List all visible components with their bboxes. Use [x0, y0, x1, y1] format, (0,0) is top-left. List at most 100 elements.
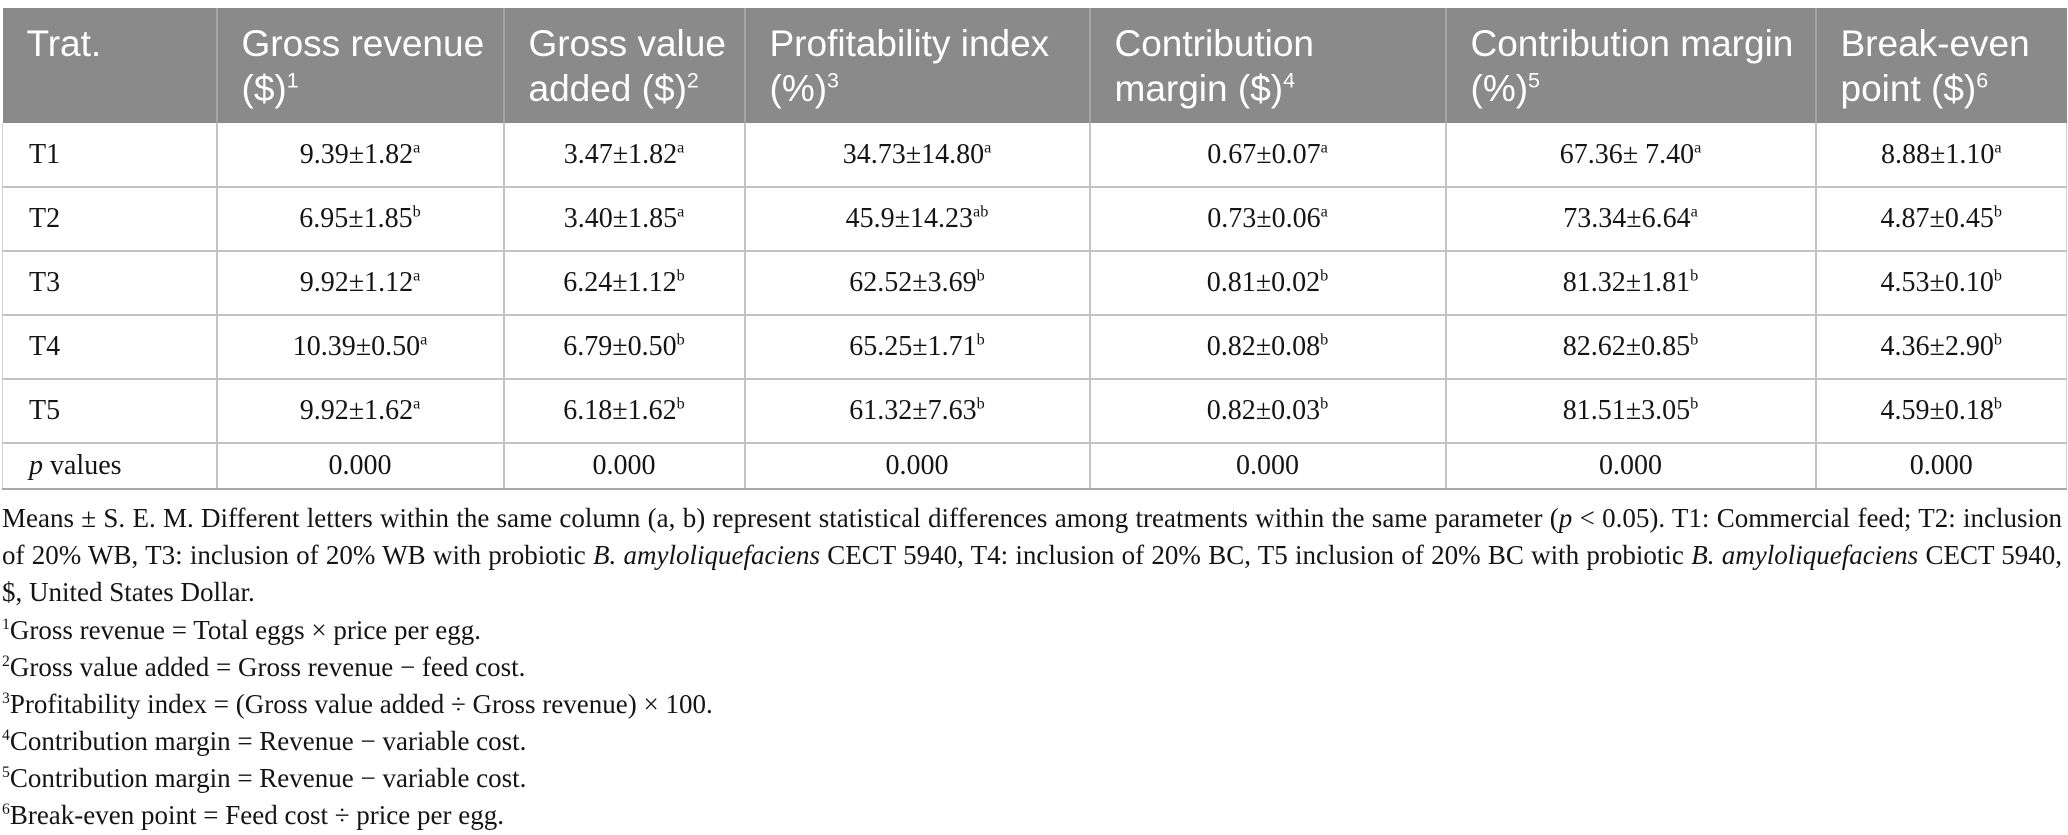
table-row-p-values: p values 0.000 0.000 0.000 0.000 0.000 0.000 — [2, 442, 2067, 490]
footnote-number: 6 — [2, 801, 10, 818]
note-italic-segment: B. amyloliquefaciens — [1691, 540, 1919, 570]
column-header-superscript: 4 — [1283, 68, 1296, 93]
cell-superscript: b — [976, 330, 985, 349]
cell-value: 3.40±1.85 — [563, 203, 678, 234]
table-cell: 45.9±14.23ab — [743, 186, 1091, 252]
cell-value: 4.36±2.90 — [1880, 331, 1994, 362]
cell-value: 6.18±1.62 — [563, 395, 677, 426]
column-header-label: Profitability index (%) — [769, 23, 1050, 109]
cell-value: 62.52±3.69 — [849, 267, 977, 298]
footnote-text: Gross revenue = Total eggs × price per e… — [9, 615, 481, 645]
table-cell: 9.39±1.82a — [215, 123, 505, 188]
cell-value: 73.34±6.64 — [1563, 203, 1691, 234]
cell-superscript: ab — [973, 202, 989, 221]
cell-value: 4.87±0.45 — [1880, 203, 1994, 234]
p-value-cell: 0.000 — [743, 442, 1091, 490]
cell-value: 4.59±0.18 — [1880, 395, 1994, 426]
p-values-label: p values — [2, 442, 218, 490]
table-cell: 65.25±1.71b — [743, 314, 1091, 380]
cell-superscript: a — [1994, 138, 2002, 157]
cell-value: 0.81±0.02 — [1206, 267, 1321, 298]
table-row-t2: T2 6.95±1.85b 3.40±1.85a 45.9±14.23ab 0.73±0… — [2, 186, 2067, 252]
cell-value: 67.36± 7.40 — [1559, 138, 1695, 170]
treatment-label: T1 — [2, 123, 218, 188]
table-cell: 62.52±3.69b — [743, 250, 1091, 316]
footnote-number: 4 — [2, 727, 10, 744]
cell-superscript: b — [676, 394, 685, 413]
economics-table: Trat. Gross revenue ($)1 Gross value added… — [2, 8, 2067, 490]
cell-superscript: b — [1320, 266, 1329, 285]
footnote-number: 5 — [2, 764, 10, 781]
cell-value: 0.73±0.06 — [1207, 203, 1321, 234]
column-header-5: Contribution margin (%)5 — [1444, 8, 1816, 123]
table-cell: 0.67±0.07a — [1088, 123, 1447, 188]
cell-superscript: b — [1993, 330, 2002, 349]
column-header-label: Trat. — [26, 23, 102, 64]
table-cell: 10.39±0.50a — [215, 314, 505, 380]
footnote-2: 2Gross value added = Gross revenue − fee… — [2, 649, 2062, 686]
column-header-3: Profitability index (%)3 — [743, 8, 1090, 123]
table-cell: 6.95±1.85b — [215, 186, 505, 252]
footnote-number: 3 — [2, 690, 10, 707]
footnote-list: 1Gross revenue = Total eggs × price per … — [2, 612, 2062, 834]
column-header-label: Contribution margin (%) — [1470, 23, 1794, 109]
table-cell: 0.73±0.06a — [1088, 186, 1447, 252]
footnote-1: 1Gross revenue = Total eggs × price per … — [2, 612, 2062, 649]
table-cell: 4.53±0.10b — [1814, 250, 2067, 316]
table-cell: 73.34±6.64a — [1444, 186, 1817, 252]
cell-superscript: b — [1993, 394, 2002, 413]
cell-value: 8.88±1.10 — [1880, 138, 1995, 170]
table-cell: 0.81±0.02b — [1088, 250, 1447, 316]
table-cell: 67.36± 7.40a — [1444, 123, 1817, 188]
table-cell: 4.59±0.18b — [1814, 378, 2067, 444]
cell-value: 81.32±1.81 — [1562, 267, 1691, 298]
note-segment: Means ± S. E. M. Different letters withi… — [2, 503, 1559, 533]
cell-value: 4.53±0.10 — [1880, 267, 1994, 298]
table-row-t3: T3 9.92±1.12a 6.24±1.12b 62.52±3.69b 0.81±0.… — [2, 250, 2067, 316]
column-header-superscript: 6 — [1976, 68, 1989, 93]
cell-superscript: a — [413, 138, 421, 157]
table-cell: 9.92±1.62a — [215, 378, 505, 444]
table-row-t4: T4 10.39±0.50a 6.79±0.50b 65.25±1.71b 0.82±0… — [2, 314, 2067, 380]
table-cell: 6.24±1.12b — [502, 250, 746, 316]
note-italic-segment: p — [1558, 503, 1573, 533]
p-value-cell: 0.000 — [1814, 442, 2067, 490]
table-cell: 0.82±0.03b — [1088, 378, 1447, 444]
cell-superscript: b — [1320, 330, 1329, 349]
cell-superscript: b — [1993, 202, 2002, 221]
cell-superscript: a — [677, 138, 685, 157]
cell-superscript: b — [976, 266, 985, 285]
table-row-t1: T1 9.39±1.82a 3.47±1.82a 34.73±14.80a 0.67±0… — [2, 123, 2067, 188]
column-header-2: Gross value added ($)2 — [502, 8, 745, 123]
cell-superscript: a — [1690, 202, 1698, 221]
cell-superscript: a — [413, 266, 421, 285]
cell-value: 65.25±1.71 — [849, 331, 977, 362]
table-cell: 82.62±0.85b — [1444, 314, 1817, 380]
table-cell: 6.18±1.62b — [502, 378, 746, 444]
p-value-cell: 0.000 — [1444, 442, 1817, 490]
footnote-text: Contribution margin = Revenue − variable… — [9, 763, 527, 793]
cell-superscript: a — [1320, 138, 1328, 157]
cell-value: 9.92±1.62 — [299, 395, 414, 426]
table-cell: 61.32±7.63b — [743, 378, 1091, 444]
cell-superscript: b — [1690, 394, 1699, 413]
cell-superscript: b — [1690, 330, 1699, 349]
cell-superscript: a — [420, 330, 428, 349]
cell-value: 61.32±7.63 — [849, 395, 977, 426]
cell-superscript: a — [1320, 202, 1328, 221]
cell-superscript: b — [1690, 266, 1699, 285]
table-cell: 3.40±1.85a — [502, 186, 746, 252]
table-cell: 4.87±0.45b — [1814, 186, 2067, 252]
table-cell: 0.82±0.08b — [1088, 314, 1447, 380]
table-header: Trat. Gross revenue ($)1 Gross value added… — [2, 8, 2067, 123]
table-cell: 3.47±1.82a — [502, 123, 746, 188]
column-header-superscript: 1 — [286, 68, 299, 93]
table-header-row: Trat. Gross revenue ($)1 Gross value added… — [2, 8, 2067, 123]
p-value-cell: 0.000 — [215, 442, 505, 490]
column-header-label: Gross revenue ($) — [241, 23, 485, 109]
cell-value: 34.73±14.80 — [842, 138, 985, 170]
table-cell: 9.92±1.12a — [215, 250, 505, 316]
cell-value: 10.39±0.50 — [292, 331, 421, 362]
table-row-t5: T5 9.92±1.62a 6.18±1.62b 61.32±7.63b 0.82±0.… — [2, 378, 2067, 444]
